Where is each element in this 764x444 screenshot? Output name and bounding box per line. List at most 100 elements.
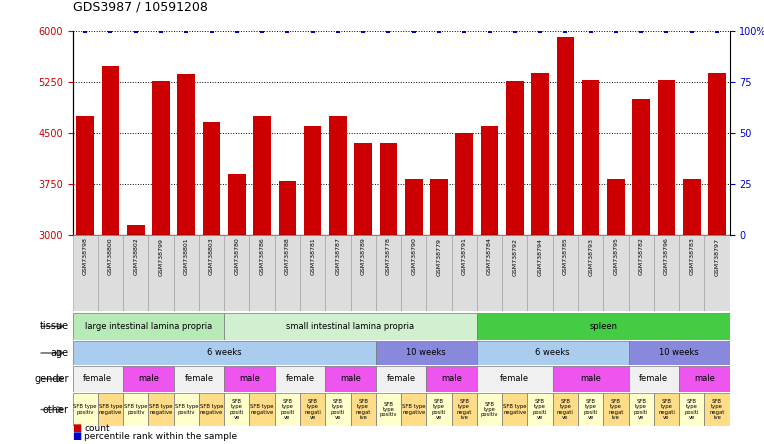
Bar [73, 235, 98, 311]
Bar [629, 341, 730, 365]
Bar [380, 143, 397, 235]
Bar [401, 235, 426, 311]
Bar [679, 366, 730, 392]
Bar [477, 313, 730, 340]
Point [382, 28, 394, 35]
Text: female: female [184, 374, 213, 384]
Text: percentile rank within the sample: percentile rank within the sample [84, 432, 237, 440]
Text: SFB
type
positiv: SFB type positiv [481, 402, 498, 417]
Point [660, 28, 672, 35]
Text: SFB
type
positi
ve: SFB type positi ve [584, 399, 597, 420]
Text: GSM738783: GSM738783 [689, 238, 694, 275]
Text: small intestinal lamina propria: small intestinal lamina propria [286, 322, 415, 331]
Bar [152, 81, 170, 235]
Text: GSM738788: GSM738788 [285, 238, 290, 275]
Text: SFB
type
negat
ive: SFB type negat ive [608, 399, 623, 420]
Text: GSM738785: GSM738785 [563, 238, 568, 275]
Bar [354, 143, 372, 235]
Text: SFB
type
negati
ve: SFB type negati ve [557, 399, 574, 420]
Bar [527, 235, 552, 311]
Text: GSM738802: GSM738802 [133, 238, 138, 275]
Text: SFB
type
negat
ive: SFB type negat ive [457, 399, 472, 420]
Text: tissue: tissue [40, 321, 69, 331]
Bar [351, 235, 376, 311]
Text: SFB
type
positi
ve: SFB type positi ve [685, 399, 699, 420]
Point [256, 28, 268, 35]
Text: SFB type
negative: SFB type negative [251, 404, 274, 415]
Bar [477, 366, 552, 392]
Bar [376, 393, 401, 426]
Bar [254, 116, 271, 235]
Text: GSM738780: GSM738780 [235, 238, 239, 275]
Bar [73, 341, 376, 365]
Text: GSM738797: GSM738797 [714, 238, 720, 276]
Text: GSM738795: GSM738795 [613, 238, 618, 275]
Bar [679, 393, 704, 426]
Text: GSM738792: GSM738792 [513, 238, 517, 276]
Text: SFB type
positiv: SFB type positiv [73, 404, 97, 415]
Point [180, 28, 193, 35]
Bar [629, 366, 679, 392]
Bar [552, 235, 578, 311]
Bar [123, 366, 173, 392]
Text: female: female [500, 374, 529, 384]
Bar [173, 235, 199, 311]
Bar [73, 393, 98, 426]
Bar [552, 366, 629, 392]
Bar [477, 235, 502, 311]
Bar [275, 366, 325, 392]
Bar [148, 393, 173, 426]
Text: GSM738793: GSM738793 [588, 238, 593, 276]
Bar [477, 341, 629, 365]
Bar [401, 393, 426, 426]
Bar [127, 225, 144, 235]
Text: female: female [639, 374, 668, 384]
Text: GSM738801: GSM738801 [184, 238, 189, 275]
Text: GSM738789: GSM738789 [361, 238, 366, 275]
Text: male: male [694, 374, 715, 384]
Point [509, 28, 521, 35]
Bar [679, 235, 704, 311]
Point [610, 28, 622, 35]
Point [206, 28, 218, 35]
Point [685, 28, 698, 35]
Bar [177, 74, 195, 235]
Text: GSM738781: GSM738781 [310, 238, 316, 275]
Text: SFB
type
negat
ive: SFB type negat ive [709, 399, 725, 420]
Bar [202, 122, 220, 235]
Bar [376, 235, 401, 311]
Text: GSM738784: GSM738784 [487, 238, 492, 275]
Bar [275, 235, 300, 311]
Text: GSM738796: GSM738796 [664, 238, 669, 275]
Bar [426, 393, 452, 426]
Bar [224, 313, 477, 340]
Text: ■: ■ [73, 424, 82, 433]
Bar [582, 80, 600, 235]
Bar [250, 393, 275, 426]
Bar [405, 179, 422, 235]
Text: male: male [239, 374, 260, 384]
Bar [148, 235, 173, 311]
Bar [604, 393, 629, 426]
Bar [506, 81, 523, 235]
Text: SFB type
negative: SFB type negative [402, 404, 426, 415]
Text: SFB
type
negati
ve: SFB type negati ve [658, 399, 675, 420]
Bar [452, 393, 477, 426]
Text: male: male [138, 374, 159, 384]
Text: GSM738778: GSM738778 [386, 238, 391, 275]
Bar [430, 179, 448, 235]
Bar [123, 235, 148, 311]
Bar [98, 235, 123, 311]
Bar [629, 393, 654, 426]
Bar [502, 235, 527, 311]
Text: SFB type
negative: SFB type negative [149, 404, 173, 415]
Bar [325, 235, 351, 311]
Text: GDS3987 / 10591208: GDS3987 / 10591208 [73, 0, 208, 13]
Bar [102, 67, 119, 235]
Point [105, 28, 117, 35]
Text: GSM738798: GSM738798 [83, 238, 88, 275]
Text: SFB
type
positi
ve: SFB type positi ve [432, 399, 446, 420]
Bar [658, 80, 675, 235]
Text: 6 weeks: 6 weeks [207, 349, 241, 357]
Bar [455, 133, 473, 235]
